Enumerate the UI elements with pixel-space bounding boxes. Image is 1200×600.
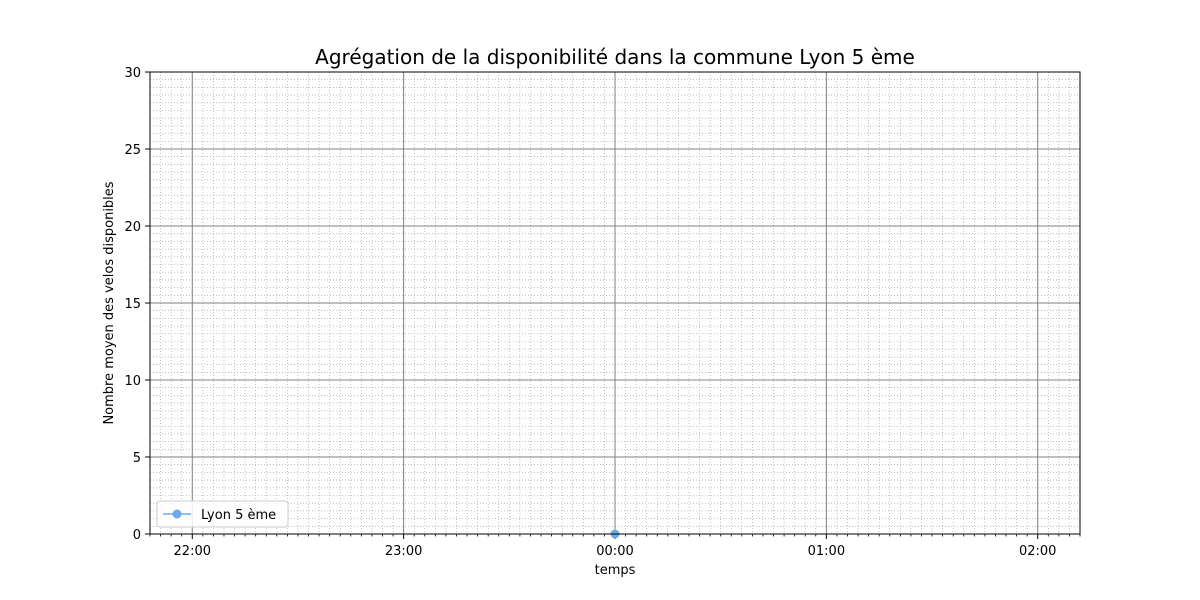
x-tick-label: 02:00 bbox=[1019, 544, 1056, 559]
y-tick-label: 25 bbox=[124, 143, 141, 158]
x-tick-label: 00:00 bbox=[596, 544, 633, 559]
x-axis-label: temps bbox=[595, 563, 636, 578]
y-tick-label: 10 bbox=[124, 374, 141, 389]
x-tick-label: 23:00 bbox=[385, 544, 422, 559]
y-tick-label: 5 bbox=[133, 451, 141, 466]
x-tick-label: 01:00 bbox=[808, 544, 845, 559]
x-tick-label: 22:00 bbox=[174, 544, 211, 559]
legend-label: Lyon 5 ème bbox=[201, 508, 276, 523]
legend-marker bbox=[172, 509, 182, 519]
y-tick-label: 20 bbox=[124, 220, 141, 235]
y-tick-label: 0 bbox=[133, 528, 141, 543]
y-axis-ticks: 0 5 10 15 20 25 30 bbox=[124, 66, 150, 543]
y-tick-label: 30 bbox=[124, 66, 141, 81]
y-axis-label: Nombre moyen des velos disponibles bbox=[102, 181, 117, 424]
legend-box bbox=[156, 500, 289, 528]
legend: Lyon 5 ème bbox=[156, 500, 289, 528]
plot-frame bbox=[149, 71, 1081, 535]
chart-title: Agrégation de la disponibilité dans la c… bbox=[315, 45, 915, 69]
y-tick-label: 15 bbox=[124, 297, 141, 312]
